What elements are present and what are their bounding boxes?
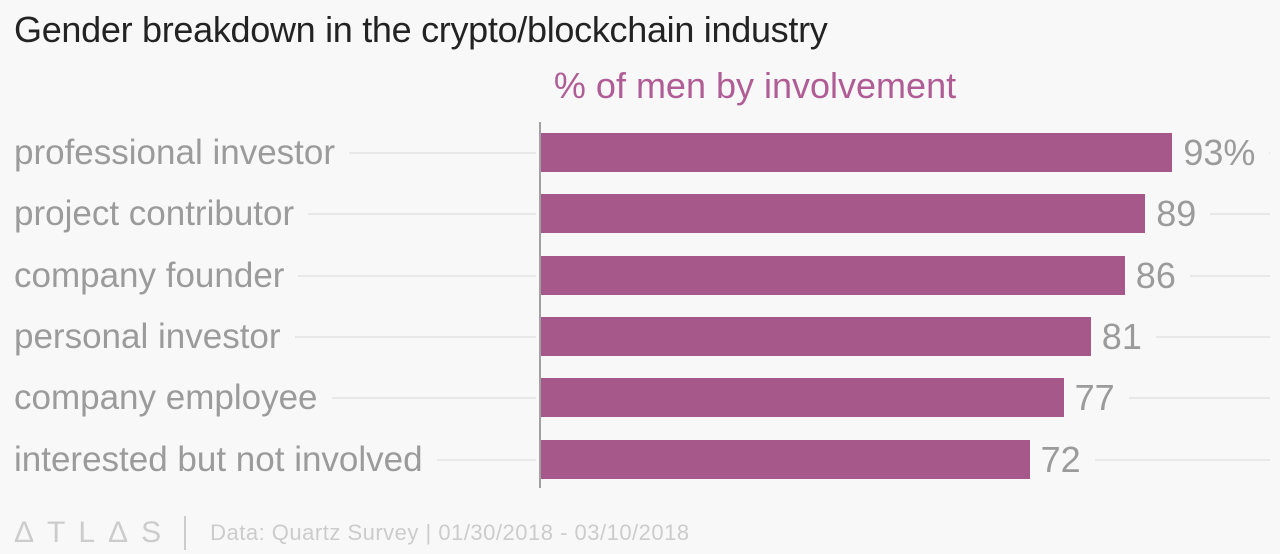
bar xyxy=(540,194,1146,233)
category-label-box: interested but not involved xyxy=(14,440,540,479)
chart-subtitle: % of men by involvement xyxy=(553,65,957,106)
bar-row: company founder 86 xyxy=(14,256,1270,295)
category-label: personal investor xyxy=(14,317,281,356)
value-label: 77 xyxy=(1074,377,1115,418)
bar-row: personal investor 81 xyxy=(14,317,1270,356)
source-credit: Data: Quartz Survey | 01/30/2018 - 03/10… xyxy=(210,520,690,545)
plot-area: professional investor 93% project contri… xyxy=(14,133,1270,479)
bar xyxy=(540,317,1091,356)
leader-line xyxy=(1155,335,1270,338)
value-label: 93% xyxy=(1183,132,1256,173)
leader-line xyxy=(298,274,536,277)
leader-line xyxy=(436,458,536,461)
category-label-box: company employee xyxy=(14,378,540,417)
footer-divider xyxy=(184,516,187,550)
bar-row: professional investor 93% xyxy=(14,133,1270,172)
leader-line xyxy=(331,396,536,399)
leader-line xyxy=(1269,151,1270,154)
leader-line xyxy=(1189,274,1270,277)
y-axis-line xyxy=(539,122,541,488)
category-label: project contributor xyxy=(14,194,295,233)
value-label: 89 xyxy=(1156,193,1197,234)
bar xyxy=(540,256,1125,295)
leader-line xyxy=(308,212,536,215)
chart-title: Gender breakdown in the crypto/blockchai… xyxy=(14,9,828,50)
category-label: professional investor xyxy=(14,133,335,172)
leader-line xyxy=(1094,458,1270,461)
value-label: 81 xyxy=(1101,316,1142,357)
bar-row: company employee 77 xyxy=(14,378,1270,417)
bar xyxy=(540,133,1173,172)
leader-line xyxy=(294,335,536,338)
bar xyxy=(540,440,1030,479)
category-label-box: personal investor xyxy=(14,317,540,356)
category-label-box: company founder xyxy=(14,256,540,295)
bar-row: project contributor 89 xyxy=(14,194,1270,233)
category-label-box: professional investor xyxy=(14,133,540,172)
category-label-box: project contributor xyxy=(14,194,540,233)
footer: ΔTLΔS Data: Quartz Survey | 01/30/2018 -… xyxy=(14,512,1280,554)
leader-line xyxy=(349,151,536,154)
category-label: company founder xyxy=(14,256,285,295)
category-label: company employee xyxy=(14,378,318,417)
leader-line xyxy=(1128,396,1270,399)
value-label: 86 xyxy=(1135,255,1176,296)
bar-row: interested but not involved 72 xyxy=(14,440,1270,479)
atlas-logo: ΔTLΔS xyxy=(14,516,175,549)
value-label: 72 xyxy=(1040,439,1081,480)
bar xyxy=(540,378,1064,417)
leader-line xyxy=(1210,212,1270,215)
category-label: interested but not involved xyxy=(14,440,423,479)
